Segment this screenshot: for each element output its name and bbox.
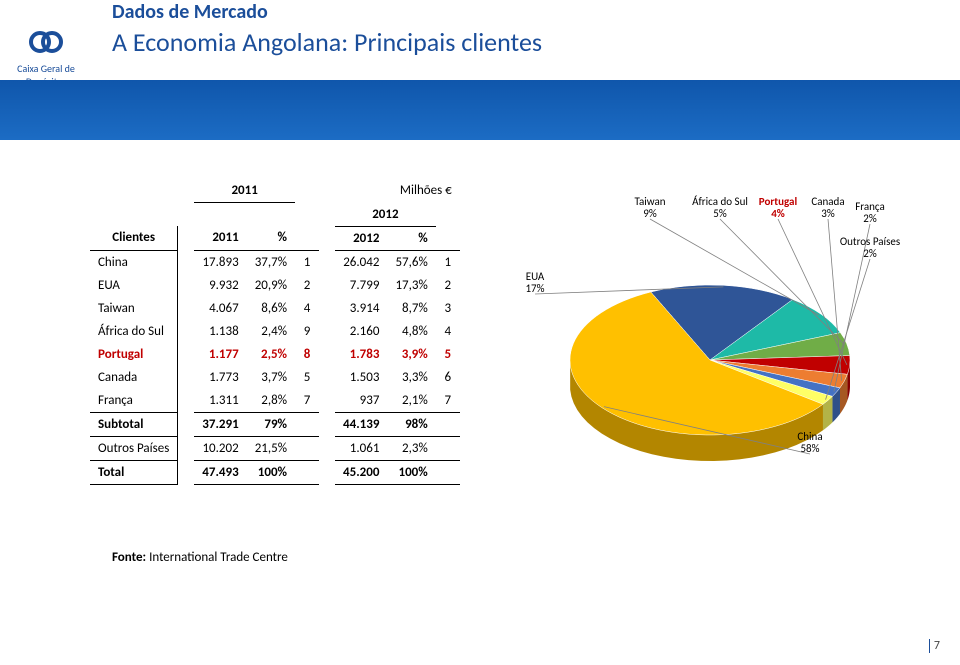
- pie-chart: EUA17%Taiwan9%África do Sul5%Portugal4%C…: [510, 190, 910, 480]
- page-footer: 7: [929, 639, 940, 653]
- subtotal-p2: 98%: [387, 412, 435, 436]
- table-row: França1.3112,8%79372,1%7: [90, 389, 460, 413]
- subtotal-v1: 37.291: [194, 412, 246, 436]
- total-v2: 45.200: [335, 460, 387, 484]
- total-p1: 100%: [247, 460, 295, 484]
- pie-label-pct: 5%: [713, 207, 727, 220]
- table-row: Portugal1.1772,5%81.7833,9%5: [90, 343, 460, 366]
- outros-label: Outros Países: [90, 436, 178, 460]
- table-row: África do Sul1.1382,4%92.1604,8%4: [90, 320, 460, 343]
- pie-label-pct: 9%: [643, 207, 657, 220]
- page-number: 7: [934, 639, 940, 653]
- pie-label-pct: 17%: [525, 282, 544, 295]
- source-text: International Trade Centre: [146, 550, 288, 565]
- table-row: EUA9.93220,9%27.79917,3%2: [90, 274, 460, 297]
- footer-divider-icon: [929, 639, 930, 653]
- pie-label-pct: 4%: [771, 207, 785, 220]
- total-label: Total: [90, 460, 178, 484]
- slide-header: Dados de Mercado A Economia Angolana: Pr…: [112, 0, 542, 58]
- clients-table: 2011 Milhões € 2012 Clientes 2011 % 2012…: [90, 179, 460, 485]
- outros-v1: 10.202: [194, 436, 246, 460]
- source-line: Fonte: International Trade Centre: [112, 550, 288, 565]
- year-2011-header: 2011: [194, 179, 295, 203]
- logo-icon: [28, 24, 64, 60]
- outros-p1: 21,5%: [247, 436, 295, 460]
- subtotal-v2: 44.139: [335, 412, 387, 436]
- slide-title: A Economia Angolana: Principais clientes: [112, 26, 542, 58]
- pie-label-pct: 2%: [863, 212, 877, 225]
- subtotal-p1: 79%: [247, 412, 295, 436]
- col-2011-val: 2011: [194, 226, 246, 250]
- col-2012-pct: %: [387, 226, 435, 250]
- slide-subtitle: Dados de Mercado: [112, 0, 542, 24]
- outros-v2: 1.061: [335, 436, 387, 460]
- outros-p2: 2,3%: [387, 436, 435, 460]
- brand-logo: Caixa Geral de Depósitos: [16, 24, 76, 88]
- year-2012-header: 2012: [335, 203, 436, 227]
- header-band: [0, 80, 960, 140]
- table-row: Canada1.7733,7%51.5033,3%6: [90, 366, 460, 389]
- col-2011-pct: %: [247, 226, 295, 250]
- source-prefix: Fonte:: [112, 550, 146, 565]
- unit-label: Milhões €: [335, 179, 460, 203]
- col-2012-val: 2012: [335, 226, 387, 250]
- table-row: Taiwan4.0678,6%43.9148,7%3: [90, 297, 460, 320]
- subtotal-label: Subtotal: [90, 412, 178, 436]
- pie-label-pct: 58%: [800, 442, 819, 455]
- total-v1: 47.493: [194, 460, 246, 484]
- table-row: China17.89337,7%126.04257,6%1: [90, 250, 460, 274]
- total-p2: 100%: [387, 460, 435, 484]
- pie-label-pct: 2%: [863, 247, 877, 260]
- col-clientes: Clientes: [90, 226, 178, 250]
- pie-label-pct: 3%: [821, 207, 835, 220]
